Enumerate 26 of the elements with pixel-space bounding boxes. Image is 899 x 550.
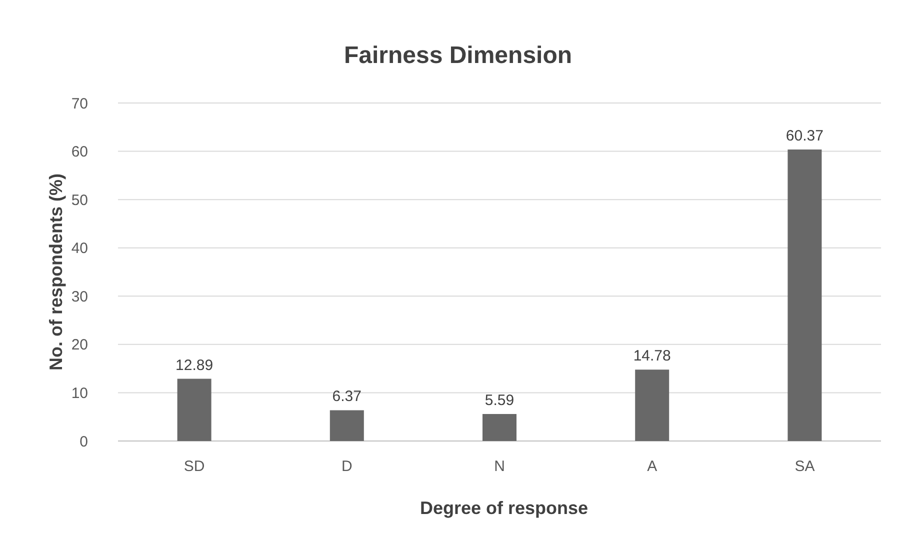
bar bbox=[788, 150, 822, 441]
x-tick-label: D bbox=[341, 458, 352, 475]
bar bbox=[635, 370, 670, 441]
bar bbox=[482, 414, 516, 441]
y-tick-label: 30 bbox=[71, 288, 88, 306]
y-tick-label: 0 bbox=[80, 433, 88, 450]
y-tick-label: 50 bbox=[71, 192, 88, 209]
data-label: 6.37 bbox=[332, 388, 362, 406]
bar bbox=[330, 410, 364, 441]
data-label: 14.78 bbox=[633, 348, 671, 365]
y-tick-label: 10 bbox=[71, 384, 88, 402]
x-tick-label: SD bbox=[184, 458, 205, 475]
y-tick-label: 60 bbox=[71, 144, 88, 161]
y-tick-label: 20 bbox=[71, 336, 88, 354]
y-tick-label: 70 bbox=[71, 95, 88, 112]
chart-title: Fairness Dimension bbox=[344, 42, 572, 69]
y-axis-title: No. of respondents (%) bbox=[46, 173, 66, 370]
x-tick-label: SA bbox=[794, 458, 815, 475]
data-label: 5.59 bbox=[484, 392, 514, 410]
x-axis-title: Degree of response bbox=[420, 498, 588, 518]
data-label: 60.37 bbox=[786, 128, 824, 144]
x-tick-label: N bbox=[494, 458, 505, 475]
data-label: 12.89 bbox=[176, 356, 214, 374]
x-tick-label: A bbox=[647, 458, 658, 475]
bar bbox=[177, 378, 212, 441]
y-tick-label: 40 bbox=[71, 240, 88, 258]
